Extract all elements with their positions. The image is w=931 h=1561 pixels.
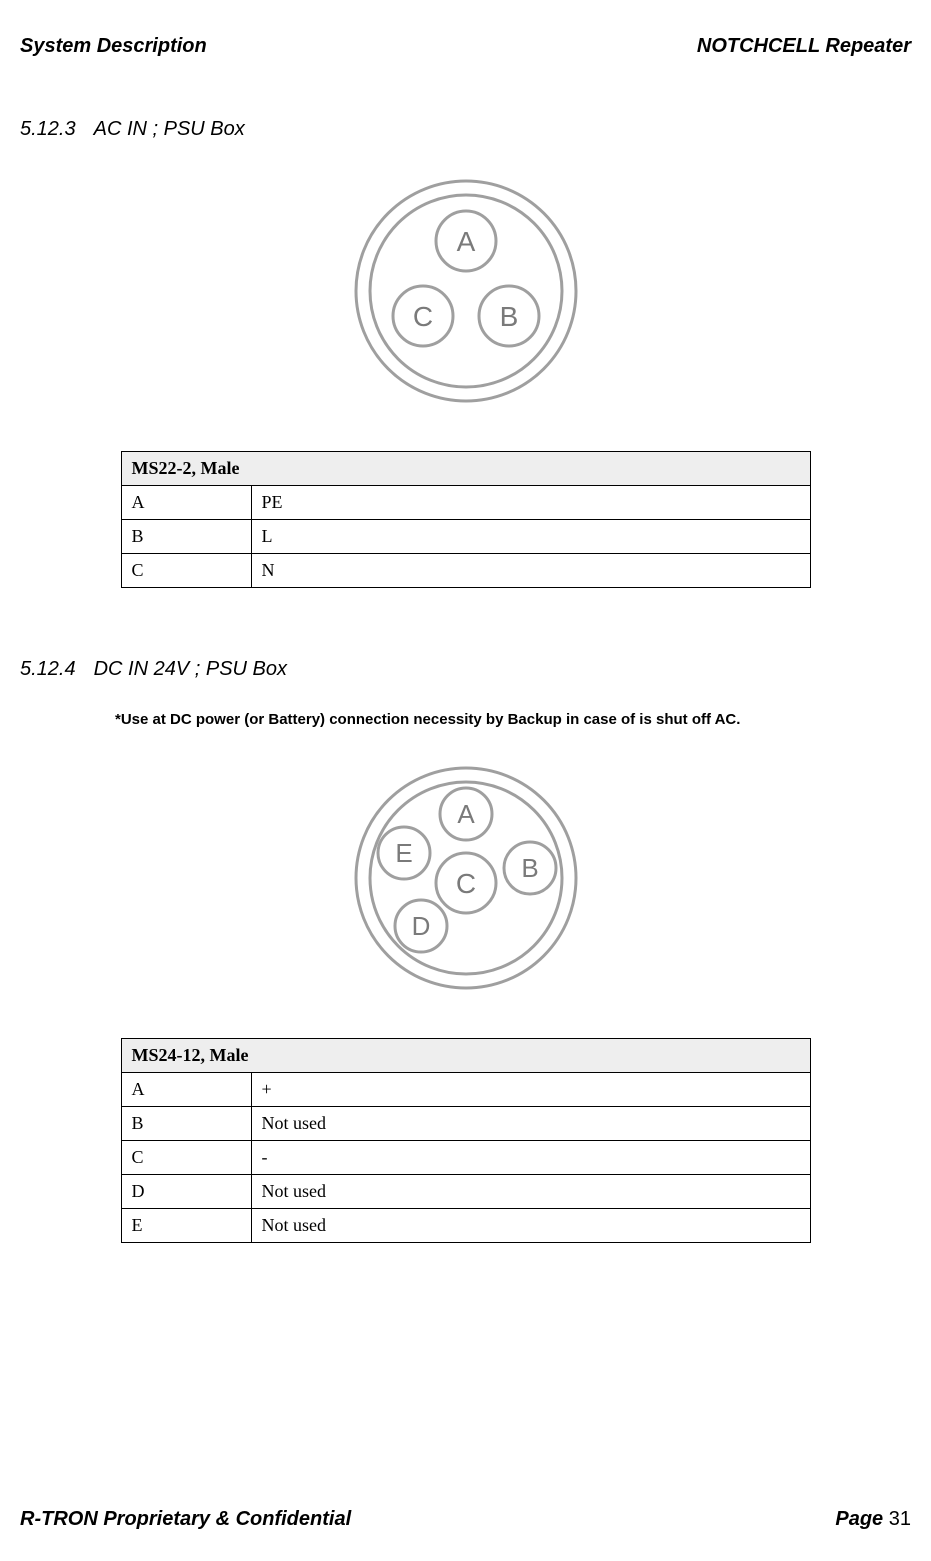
desc-cell: L bbox=[251, 520, 810, 554]
pin-cell: C bbox=[121, 1141, 251, 1175]
connector-diagram-5pin: C A B D E bbox=[346, 758, 586, 998]
section-title: AC IN ; PSU Box bbox=[94, 118, 245, 140]
table-row: A + bbox=[121, 1073, 810, 1107]
svg-text:A: A bbox=[456, 226, 475, 257]
section-ac-in: 5.12.3 AC IN ; PSU Box A B C MS22-2, Male… bbox=[20, 118, 911, 588]
pin-cell: D bbox=[121, 1175, 251, 1209]
table-header: MS22-2, Male bbox=[121, 452, 810, 486]
footer-right: Page 31 bbox=[835, 1508, 911, 1531]
pin-table-ms24: MS24-12, Male A + B Not used C - D Not u… bbox=[121, 1038, 811, 1243]
section-dc-in: 5.12.4 DC IN 24V ; PSU Box *Use at DC pow… bbox=[20, 658, 911, 1243]
table-row: E Not used bbox=[121, 1209, 810, 1243]
section-heading: 5.12.4 DC IN 24V ; PSU Box bbox=[20, 658, 911, 681]
pin-cell: E bbox=[121, 1209, 251, 1243]
svg-text:B: B bbox=[499, 301, 518, 332]
header-right: NOTCHCELL Repeater bbox=[697, 35, 911, 58]
pin-cell: A bbox=[121, 1073, 251, 1107]
page-header: System Description NOTCHCELL Repeater bbox=[20, 35, 911, 58]
table-row: C N bbox=[121, 554, 810, 588]
desc-cell: PE bbox=[251, 486, 810, 520]
svg-text:A: A bbox=[457, 799, 475, 829]
pin-cell: B bbox=[121, 520, 251, 554]
svg-text:E: E bbox=[395, 838, 412, 868]
desc-cell: Not used bbox=[251, 1209, 810, 1243]
desc-cell: - bbox=[251, 1141, 810, 1175]
page-footer: R-TRON Proprietary & Confidential Page 3… bbox=[20, 1508, 911, 1531]
table-row: D Not used bbox=[121, 1175, 810, 1209]
table-row: B L bbox=[121, 520, 810, 554]
pin-table-ms22: MS22-2, Male A PE B L C N bbox=[121, 451, 811, 588]
section-number: 5.12.3 bbox=[20, 118, 76, 140]
section-number: 5.12.4 bbox=[20, 658, 76, 680]
connector-diagram-3pin: A B C bbox=[346, 171, 586, 411]
desc-cell: N bbox=[251, 554, 810, 588]
section-title: DC IN 24V ; PSU Box bbox=[94, 658, 287, 680]
header-left: System Description bbox=[20, 35, 207, 58]
table-row: C - bbox=[121, 1141, 810, 1175]
desc-cell: Not used bbox=[251, 1175, 810, 1209]
table-row: A PE bbox=[121, 486, 810, 520]
svg-text:D: D bbox=[411, 911, 430, 941]
svg-text:C: C bbox=[412, 301, 432, 332]
pin-cell: A bbox=[121, 486, 251, 520]
desc-cell: Not used bbox=[251, 1107, 810, 1141]
svg-text:B: B bbox=[521, 853, 538, 883]
footer-left: R-TRON Proprietary & Confidential bbox=[20, 1508, 351, 1531]
section-heading: 5.12.3 AC IN ; PSU Box bbox=[20, 118, 911, 141]
pin-cell: C bbox=[121, 554, 251, 588]
svg-text:C: C bbox=[455, 868, 475, 899]
desc-cell: + bbox=[251, 1073, 810, 1107]
page-label: Page bbox=[835, 1508, 883, 1530]
table-row: B Not used bbox=[121, 1107, 810, 1141]
pin-cell: B bbox=[121, 1107, 251, 1141]
section-note: *Use at DC power (or Battery) connection… bbox=[115, 711, 911, 728]
table-header: MS24-12, Male bbox=[121, 1039, 810, 1073]
page-number: 31 bbox=[889, 1508, 911, 1530]
